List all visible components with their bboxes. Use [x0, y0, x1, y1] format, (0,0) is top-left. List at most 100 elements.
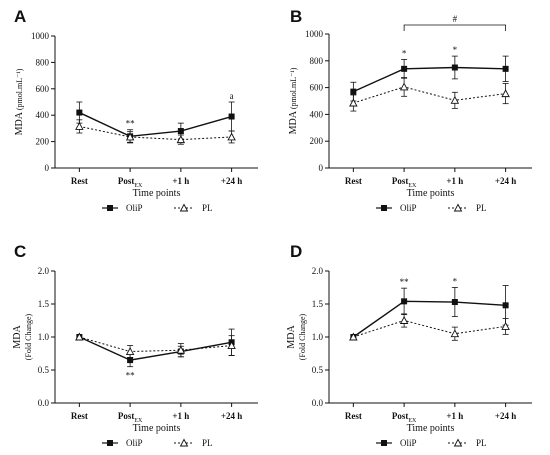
- significance-mark: #: [453, 14, 458, 24]
- data-point-triangle: [450, 329, 460, 338]
- legend-label-pl: PL: [476, 438, 487, 448]
- data-point-triangle: [75, 121, 84, 130]
- data-point-square: [502, 65, 509, 72]
- legend-marker-pl: [453, 438, 463, 447]
- data-point-square: [451, 64, 458, 71]
- legend-marker-olip: [381, 440, 387, 446]
- y-tick-label: 1.5: [38, 299, 50, 309]
- chart-panel-d: D 0.0 0.5 1.0 1.5 2.0 Rest PostEX +1 h +24 h Time …: [286, 242, 532, 448]
- data-point-square: [350, 88, 357, 95]
- data-point-square: [127, 357, 134, 364]
- y-tick-label: 1.5: [312, 299, 324, 309]
- x-axis-title: Time points: [407, 423, 455, 434]
- series-pl: [349, 77, 510, 112]
- data-point-triangle: [501, 321, 510, 330]
- legend-label-pl: PL: [202, 203, 213, 213]
- series-line: [353, 86, 506, 104]
- panel-letter: B: [290, 7, 302, 26]
- series-pl: [349, 313, 510, 341]
- data-point-square: [502, 302, 509, 309]
- x-tick-label: Rest: [71, 411, 88, 421]
- x-axis-title: Time points: [133, 423, 181, 434]
- chart-panel-c: C 0.0 0.5 1.0 1.5 2.0 Rest PostEX +1 h +24 h Time …: [12, 242, 258, 448]
- x-tick-label: Rest: [71, 176, 88, 186]
- data-point-square: [76, 109, 83, 116]
- x-tick-label: +1 h: [172, 176, 189, 186]
- chart-panel-a: A 0 200 400 600 800 1000 Rest PostEX +1 h +24 h Tim…: [14, 7, 258, 213]
- y-tick-label: 1000: [31, 31, 50, 41]
- x-tick-label: PostEX: [392, 176, 417, 189]
- y-tick-label: 0.5: [38, 365, 50, 375]
- significance-mark: a: [230, 91, 234, 101]
- series-line: [353, 66, 506, 93]
- series-pl: [75, 119, 236, 145]
- y-tick-label: 800: [310, 56, 324, 66]
- series-line: [79, 336, 232, 353]
- y-tick-label: 1.0: [312, 332, 324, 342]
- x-tick-label: +1 h: [446, 176, 463, 186]
- y-tick-label: 1000: [305, 29, 324, 39]
- data-point-square: [451, 299, 458, 306]
- data-point-triangle: [349, 98, 358, 107]
- legend: OliP PL: [102, 438, 213, 448]
- data-point-triangle: [176, 345, 186, 354]
- data-point-square: [228, 113, 235, 120]
- x-tick-label: PostEX: [118, 176, 143, 189]
- x-tick-label: Rest: [345, 411, 362, 421]
- series-pl: [75, 332, 236, 358]
- legend-marker-olip: [381, 205, 387, 211]
- data-point-triangle: [125, 132, 135, 141]
- x-tick-label: +24 h: [495, 411, 516, 421]
- y-tick-label: 0.0: [38, 398, 50, 408]
- data-point-triangle: [125, 347, 135, 355]
- series-line: [353, 319, 506, 338]
- significance-bracket: [403, 24, 507, 31]
- y-axis-title: MDA (pmol.mL⁻¹): [288, 67, 299, 134]
- y-tick-label: 2.0: [312, 266, 324, 276]
- data-point-square: [177, 128, 184, 135]
- panel-letter: A: [14, 7, 26, 26]
- significance-mark: **: [400, 277, 410, 287]
- data-point-triangle: [176, 135, 186, 144]
- series-olip: [76, 101, 235, 144]
- y-tick-label: 200: [310, 136, 324, 146]
- y-tick-label: 2.0: [38, 266, 50, 276]
- data-point-triangle: [501, 89, 510, 98]
- data-point-triangle: [227, 132, 236, 141]
- x-tick-label: +1 h: [446, 411, 463, 421]
- panel-letter: C: [14, 242, 26, 261]
- y-axis-title: MDA(Fold Change): [286, 313, 307, 360]
- data-point-triangle: [349, 332, 358, 341]
- legend: OliP PL: [102, 203, 213, 213]
- legend: OliP PL: [376, 438, 487, 448]
- data-point-triangle: [227, 341, 236, 350]
- legend-label-olip: OliP: [400, 438, 417, 448]
- series-olip: [350, 55, 509, 102]
- panel-letter: D: [290, 242, 302, 261]
- y-axis-title: MDA(Fold Change): [12, 313, 33, 360]
- y-tick-label: 0: [45, 163, 50, 173]
- significance-mark: *: [453, 277, 458, 287]
- significance-mark: *: [402, 48, 407, 58]
- x-tick-label: PostEX: [118, 411, 143, 424]
- legend-label-pl: PL: [476, 203, 487, 213]
- legend-label-olip: OliP: [126, 203, 143, 213]
- y-tick-label: 1.0: [38, 332, 50, 342]
- x-tick-label: Rest: [345, 176, 362, 186]
- significance-mark: **: [126, 371, 136, 381]
- data-point-triangle: [399, 316, 409, 324]
- x-axis-title: Time points: [407, 188, 455, 199]
- significance-mark: **: [126, 119, 136, 129]
- series-line: [352, 300, 506, 338]
- data-point-triangle: [450, 95, 460, 104]
- x-tick-label: +1 h: [172, 411, 189, 421]
- legend-marker-pl: [179, 203, 189, 212]
- data-point-triangle: [75, 332, 84, 341]
- y-tick-label: 400: [310, 109, 324, 119]
- series-olip: [350, 285, 509, 340]
- data-point-triangle: [399, 82, 409, 91]
- legend-marker-olip: [107, 440, 113, 446]
- data-point-square: [401, 298, 408, 305]
- y-tick-label: 600: [36, 84, 50, 94]
